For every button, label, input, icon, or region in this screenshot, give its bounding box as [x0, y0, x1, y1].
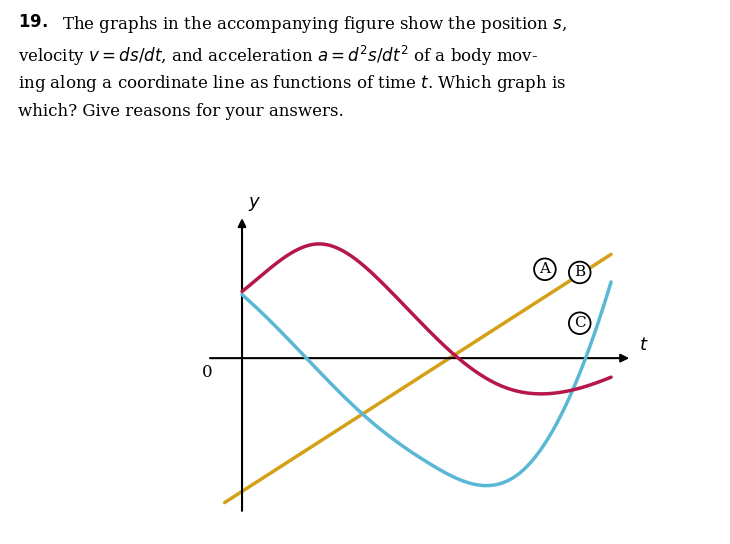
Text: $\mathbf{19.}$: $\mathbf{19.}$: [18, 14, 48, 30]
Text: ing along a coordinate line as functions of time $t$. Which graph is: ing along a coordinate line as functions…: [18, 73, 566, 95]
Text: A: A: [539, 262, 550, 276]
Text: C: C: [574, 316, 585, 330]
Text: The graphs in the accompanying figure show the position $s$,: The graphs in the accompanying figure sh…: [62, 14, 567, 35]
Text: 0: 0: [202, 364, 212, 381]
Text: $y$: $y$: [248, 195, 261, 213]
Text: B: B: [575, 265, 585, 280]
Text: velocity $v = ds/dt$, and acceleration $a = d^{2}s/dt^{2}$ of a body mov-: velocity $v = ds/dt$, and acceleration $…: [18, 44, 538, 67]
Text: which? Give reasons for your answers.: which? Give reasons for your answers.: [18, 103, 344, 120]
Text: $t$: $t$: [639, 336, 648, 354]
